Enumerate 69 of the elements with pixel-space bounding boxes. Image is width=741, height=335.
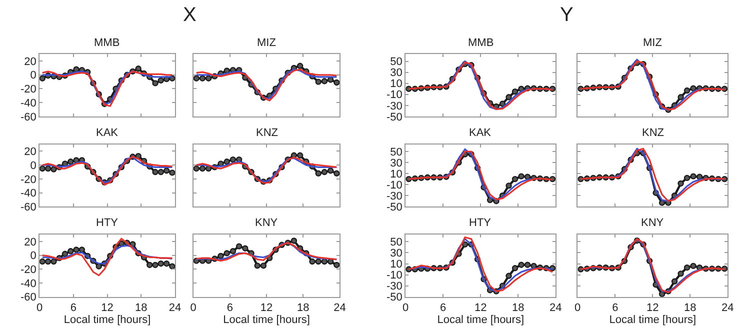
y-tick-label: -20 <box>20 264 36 276</box>
y-tick-label: -60 <box>20 201 36 214</box>
y-tick-label: -30 <box>386 100 402 112</box>
y-tick-label: -50 <box>386 201 402 214</box>
y-tick-label: 30 <box>390 67 402 80</box>
x-tick-label: 12 <box>101 302 114 314</box>
y-tick-label: -20 <box>20 84 36 96</box>
x-tick-label: 0 <box>574 302 581 314</box>
x-axis-title: Local time [hours] <box>437 314 524 326</box>
x-tick-label: 6 <box>612 302 618 314</box>
x-tick-label: 24 <box>334 302 346 314</box>
x-tick-label: 6 <box>440 302 446 314</box>
y-tick-label: -40 <box>20 188 36 200</box>
y-tick-label: 0 <box>30 70 36 82</box>
chart-title: KAK <box>469 127 492 139</box>
y-tick-label: 20 <box>24 146 36 158</box>
x-tick-label: 24 <box>168 302 182 314</box>
chart-title: KNY <box>255 217 278 229</box>
y-tick-label: 10 <box>390 78 402 90</box>
x-tick-label: 18 <box>512 302 524 314</box>
y-tick-label: 30 <box>390 157 402 170</box>
y-tick-label: 30 <box>390 248 402 260</box>
x-tick-label: 12 <box>474 302 487 314</box>
x-tick-label: 6 <box>226 302 233 314</box>
chart-title: MIZ <box>257 37 276 49</box>
chart-title: KNZ <box>642 127 664 139</box>
y-tick-label: -30 <box>386 190 402 202</box>
chart-title: MMB <box>468 37 494 49</box>
chart-subtitle: X <box>183 4 196 26</box>
y-tick-label: -50 <box>386 292 402 304</box>
chart-title: KNY <box>641 217 664 229</box>
chart-title: MMB <box>94 37 120 49</box>
chart-subtitle: Y <box>560 4 574 26</box>
y-tick-label: -30 <box>386 280 402 293</box>
y-tick-label: 0 <box>30 160 36 172</box>
y-tick-label: 0 <box>30 250 36 262</box>
x-axis-title: Local time [hours] <box>223 314 310 326</box>
x-tick-label: 12 <box>646 302 659 314</box>
y-tick-label: 20 <box>24 56 36 68</box>
y-tick-label: -60 <box>20 292 36 304</box>
y-tick-label: 10 <box>390 258 402 271</box>
x-tick-label: 0 <box>190 302 196 314</box>
y-tick-label: -40 <box>20 97 36 110</box>
y-tick-label: -40 <box>20 278 36 290</box>
chart-title: HTY <box>469 217 492 229</box>
y-tick-label: -60 <box>20 111 36 124</box>
y-tick-label: 50 <box>390 146 402 158</box>
y-tick-label: -20 <box>20 174 36 186</box>
y-tick-label: 10 <box>390 168 402 180</box>
y-tick-label: 50 <box>390 236 402 249</box>
x-tick-label: 18 <box>296 302 310 314</box>
chart-title: KAK <box>96 127 119 139</box>
chart-title: MIZ <box>643 37 662 49</box>
y-tick-label: -10 <box>386 270 402 282</box>
x-tick-label: 18 <box>684 302 696 314</box>
y-tick-label: 20 <box>24 236 36 248</box>
x-tick-label: 24 <box>722 302 734 314</box>
chart-title: HTY <box>96 217 119 229</box>
x-tick-label: 18 <box>135 302 148 314</box>
x-tick-label: 24 <box>550 302 562 314</box>
y-tick-label: -10 <box>386 89 402 102</box>
x-tick-label: 12 <box>260 302 273 314</box>
y-tick-label: -10 <box>386 179 402 192</box>
chart-title: KNZ <box>256 127 278 139</box>
y-tick-label: -50 <box>386 111 402 124</box>
x-tick-label: 6 <box>70 302 77 314</box>
x-axis-title: Local time [hours] <box>64 314 151 326</box>
y-tick-label: 50 <box>390 56 402 68</box>
x-axis-title: Local time [hours] <box>609 314 696 326</box>
